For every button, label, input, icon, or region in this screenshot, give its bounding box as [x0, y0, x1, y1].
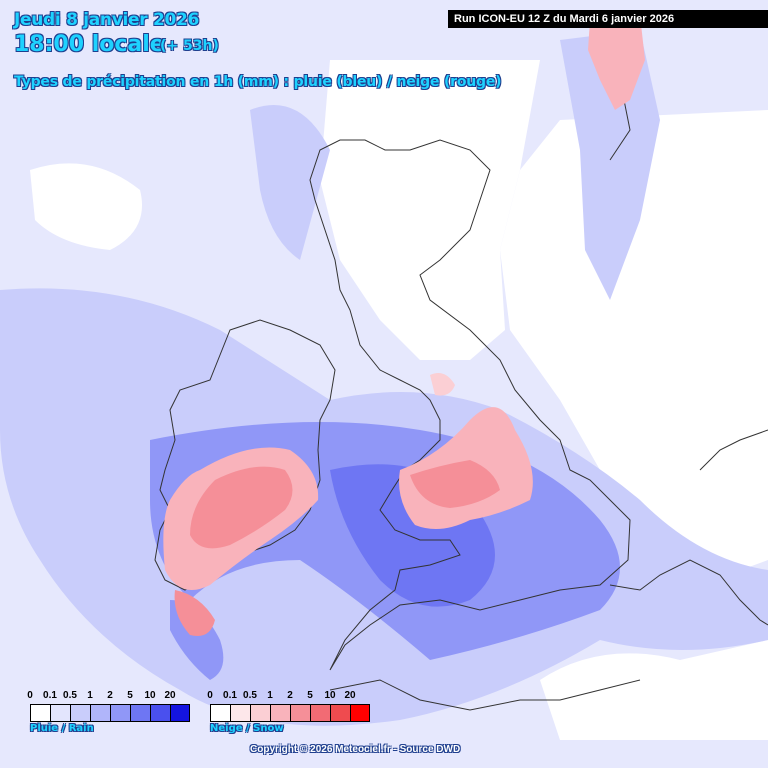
rain-legend-threshold: 10 — [144, 690, 156, 701]
rain-legend: 0 0.1 0.5 1 2 5 10 20 Pluie / Rain — [27, 690, 190, 734]
snow-legend-threshold: 0.5 — [243, 690, 257, 701]
rain-legend-swatch — [150, 704, 170, 722]
rain-legend-swatch — [90, 704, 110, 722]
rain-legend-label: Pluie / Rain — [30, 723, 94, 734]
snow-core-england — [410, 460, 500, 508]
rain-legend-swatch — [50, 704, 70, 722]
snow-area-ireland-south — [174, 590, 215, 636]
model-run-banner: Run ICON-EU 12 Z du Mardi 6 janvier 2026 — [448, 10, 768, 28]
snow-legend-swatch — [310, 704, 330, 722]
coastline-france — [329, 559, 768, 711]
snow-legend-threshold: 1 — [267, 690, 273, 701]
snow-core-ireland — [190, 466, 293, 549]
rain-legend-threshold: 0.5 — [63, 690, 77, 701]
rain-legend-swatch — [70, 704, 90, 722]
snow-legend-swatch — [210, 704, 230, 722]
rain-legend-threshold: 1 — [87, 690, 93, 701]
forecast-time: 18:00 locale — [14, 32, 165, 57]
rain-legend-swatches — [30, 704, 190, 722]
snow-legend-swatch — [330, 704, 350, 722]
snow-legend-swatch — [270, 704, 290, 722]
snow-legend-swatch — [230, 704, 250, 722]
snow-legend-threshold: 20 — [344, 690, 356, 701]
rain-band-northeast — [560, 30, 660, 300]
clear-zone-southeast — [540, 640, 768, 740]
clear-zone-north-sea — [500, 110, 768, 585]
precipitation-type-title: Types de précipitation en 1h (mm) : plui… — [14, 74, 502, 90]
clear-zone-scotland — [320, 60, 540, 360]
snow-area-cumbria — [430, 372, 455, 396]
snow-legend-thresholds: 0 0.1 0.5 1 2 5 10 20 — [207, 690, 370, 704]
rain-legend-threshold: 0.1 — [43, 690, 57, 701]
rain-legend-thresholds: 0 0.1 0.5 1 2 5 10 20 — [27, 690, 190, 704]
snow-area-norway — [588, 15, 645, 110]
rain-legend-swatch — [130, 704, 150, 722]
rain-legend-threshold: 20 — [164, 690, 176, 701]
snow-legend-threshold: 2 — [287, 690, 293, 701]
rain-band-hebrides — [250, 105, 330, 260]
snow-legend-swatch — [250, 704, 270, 722]
snow-legend-threshold: 0 — [207, 690, 213, 701]
forecast-lead-time: (+ 53h) — [160, 38, 219, 54]
rain-legend-threshold: 0 — [27, 690, 33, 701]
snow-legend-threshold: 10 — [324, 690, 336, 701]
snow-legend-swatch — [350, 704, 370, 722]
clear-zone-northwest — [30, 163, 142, 250]
coastline-great-britain — [309, 139, 631, 671]
snow-legend-label: Neige / Snow — [210, 723, 284, 734]
copyright-notice: Copyright © 2026 Meteociel.fr - Source D… — [250, 744, 461, 755]
snow-legend-swatch — [290, 704, 310, 722]
snow-legend-threshold: 0.1 — [223, 690, 237, 701]
snow-legend-swatches — [210, 704, 370, 722]
snow-legend-threshold: 5 — [307, 690, 313, 701]
rain-legend-threshold: 5 — [127, 690, 133, 701]
snow-legend: 0 0.1 0.5 1 2 5 10 20 Neige / Snow — [207, 690, 370, 734]
coastlines — [154, 39, 768, 711]
rain-legend-swatch — [30, 704, 50, 722]
rain-legend-threshold: 2 — [107, 690, 113, 701]
forecast-date: Jeudi 8 janvier 2026 — [14, 10, 200, 30]
rain-legend-swatch — [170, 704, 190, 722]
rain-legend-swatch — [110, 704, 130, 722]
